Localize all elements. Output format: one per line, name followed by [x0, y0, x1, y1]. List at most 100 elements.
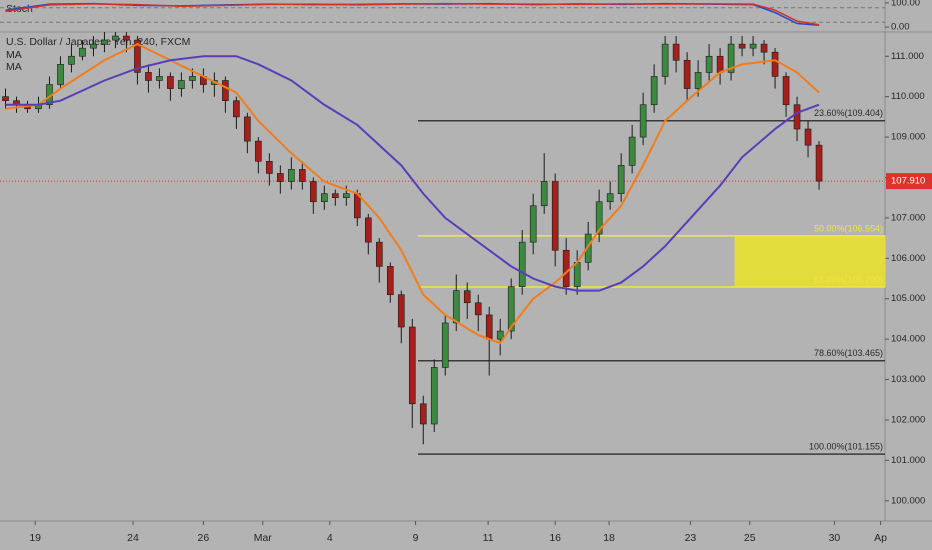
- candle-body: [518, 241, 526, 287]
- candle-body: [134, 39, 141, 73]
- y-tick-label: 111.000: [891, 51, 924, 62]
- candle-body: [277, 173, 284, 182]
- candle-body: [507, 286, 515, 332]
- y-tick-label: 109.000: [891, 132, 925, 143]
- candle-body: [57, 64, 64, 85]
- fib-label: 100.00%(101.155): [809, 441, 883, 451]
- candle-body: [452, 290, 460, 324]
- candle-body: [617, 165, 625, 194]
- candle-body: [408, 326, 416, 405]
- candle-body: [233, 100, 240, 118]
- candle-body: [310, 181, 317, 203]
- x-tick-label: 30: [829, 532, 841, 544]
- candle-body: [485, 314, 493, 340]
- candle-body: [167, 76, 174, 89]
- candle-body: [584, 233, 592, 263]
- chart-title: U.S. Dollar / Japanese Yen, 240, FXCM: [6, 36, 190, 48]
- candle-body: [343, 193, 350, 198]
- candle-body: [79, 47, 86, 57]
- y-tick-label: 105.000: [891, 293, 925, 304]
- y-tick-label: 107.000: [891, 212, 925, 223]
- candle-body: [595, 201, 603, 235]
- x-tick-label: 24: [127, 532, 139, 544]
- y-tick-label: 100.000: [891, 495, 925, 506]
- fib-label: 50.00%(106.554): [814, 223, 883, 233]
- candle-body: [112, 35, 119, 41]
- y-tick-label: 106.000: [891, 253, 925, 264]
- candle-body: [672, 43, 680, 61]
- candle-body: [474, 302, 482, 316]
- candle-body: [782, 76, 790, 106]
- candle-body: [529, 205, 537, 243]
- ma-legend: MA: [6, 61, 22, 73]
- candle-body: [222, 80, 229, 102]
- candle-body: [760, 43, 768, 53]
- fib-label: 23.60%(109.404): [814, 108, 883, 118]
- candle-body: [101, 39, 108, 45]
- x-tick-label: 25: [744, 532, 756, 544]
- y-tick-label: 103.000: [891, 374, 925, 385]
- candle-body: [804, 128, 812, 146]
- last-price-label: 107.910: [891, 176, 925, 187]
- candle-body: [364, 217, 372, 243]
- candle-body: [156, 76, 163, 81]
- moving-average: [5, 55, 820, 292]
- x-tick-label: 11: [483, 532, 494, 544]
- candle-body: [386, 266, 394, 295]
- candle-body: [705, 55, 713, 73]
- x-tick-label: 18: [603, 532, 615, 544]
- x-tick-label: 26: [198, 532, 210, 544]
- candle-body: [683, 59, 691, 89]
- candle-body: [90, 43, 97, 49]
- fib-zone: [734, 235, 886, 288]
- moving-average: [5, 43, 820, 345]
- candle-body: [430, 367, 438, 425]
- last-price-box: [886, 173, 932, 190]
- candle-body: [694, 72, 702, 89]
- candle-body: [145, 72, 152, 81]
- candle-body: [540, 181, 548, 207]
- candle-body: [650, 76, 658, 106]
- candle-body: [496, 330, 504, 340]
- candle-body: [68, 55, 75, 65]
- candle-body: [815, 144, 823, 182]
- x-tick-label: 19: [29, 532, 41, 544]
- candle-body: [2, 96, 9, 102]
- ma-legend: MA: [6, 49, 22, 61]
- candle-body: [375, 241, 383, 267]
- candle-body: [606, 193, 614, 203]
- candle-body: [793, 104, 801, 130]
- candle-body: [419, 403, 427, 425]
- x-tick-label: 16: [549, 532, 561, 544]
- fib-label: 61.80%(105.290): [814, 274, 883, 284]
- x-tick-label: Mar: [254, 532, 273, 544]
- candle-body: [123, 35, 130, 41]
- stoch-line: [5, 2, 820, 26]
- candle-body: [551, 181, 559, 251]
- x-tick-label: Ap: [874, 532, 887, 544]
- candle-body: [771, 51, 779, 77]
- candle-body: [255, 140, 262, 162]
- candle-body: [178, 80, 185, 89]
- candle-body: [244, 116, 251, 142]
- y-tick-label: 110.000: [891, 91, 925, 102]
- y-tick-label: 104.000: [891, 334, 925, 345]
- x-tick-label: 9: [413, 532, 419, 544]
- candle-body: [573, 262, 581, 287]
- candle-body: [661, 43, 669, 77]
- candle-body: [189, 76, 196, 81]
- candle-body: [716, 55, 724, 73]
- candle-body: [727, 43, 735, 73]
- candle-body: [738, 43, 746, 49]
- y-tick-label: 101.000: [891, 455, 925, 466]
- candle-body: [562, 249, 570, 287]
- y-tick-label: 0.00: [891, 22, 910, 33]
- candle-body: [332, 193, 339, 198]
- candle-body: [441, 322, 449, 368]
- candle-body: [321, 193, 328, 203]
- x-tick-label: 4: [327, 532, 333, 544]
- x-tick-label: 23: [685, 532, 697, 544]
- candle-body: [266, 161, 273, 174]
- candle-body: [288, 169, 295, 182]
